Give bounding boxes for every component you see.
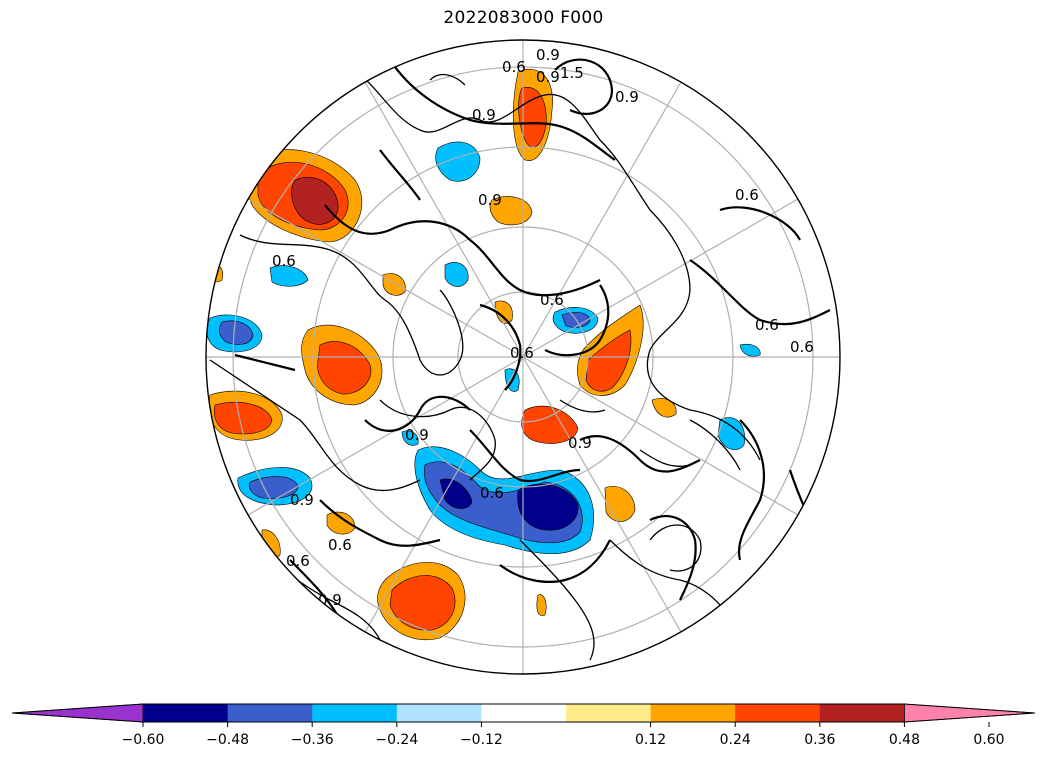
contour-label: 0.6 — [540, 291, 564, 309]
map-title: 2022083000 F000 — [443, 8, 604, 28]
contour-label: 0.6 — [328, 536, 352, 554]
colorbar: −0.60 −0.48 −0.36 −0.24 −0.12 0.12 0.24 0.36 0.4… — [11, 703, 1036, 748]
contour-label: 0.6 — [480, 484, 504, 502]
colorbar-tick-label: 0.24 — [720, 732, 751, 748]
colorbar-bin — [650, 704, 736, 722]
colorbar-bin — [396, 704, 482, 722]
contour-label: 0.9 — [405, 426, 429, 444]
colorbar-over-triangle — [904, 703, 1036, 723]
contour-label: 0.9 — [472, 106, 496, 124]
colorbar-bin — [143, 704, 229, 722]
colorbar-tick-label: −0.48 — [206, 732, 249, 748]
contour-label: 1.5 — [560, 64, 584, 82]
colorbar-under-triangle — [11, 703, 144, 723]
contour-label: 0.9 — [318, 591, 342, 609]
polar-stereographic-map: 0.9 0.6 0.9 1.5 0.9 0.9 0.6 0.9 0.6 0.6 … — [205, 39, 841, 675]
colorbar-bin — [481, 704, 567, 722]
graticule — [206, 40, 840, 674]
contour-label: 0.6 — [735, 186, 759, 204]
colorbar-bin — [566, 704, 652, 722]
colorbar-tick-label: −0.12 — [460, 732, 503, 748]
contour-label: 0.9 — [615, 88, 639, 106]
colorbar-tick-label: −0.36 — [291, 732, 334, 748]
contours — [234, 58, 831, 621]
colorbar-tick-label: 0.12 — [635, 732, 666, 748]
contour-label: 0.9 — [478, 191, 502, 209]
contour-label: 0.9 — [536, 46, 560, 64]
contour-label: 0.6 — [790, 338, 814, 356]
contour-label: 0.9 — [290, 491, 314, 509]
coastlines — [209, 73, 761, 661]
colorbar-tick-label: −0.60 — [122, 732, 165, 748]
contour-label: 0.9 — [536, 68, 560, 86]
colorbar-tick-label: 0.48 — [889, 732, 920, 748]
contour-label: 0.6 — [502, 58, 526, 76]
colorbar-bin — [227, 704, 313, 722]
contour-labels: 0.9 0.6 0.9 1.5 0.9 0.9 0.6 0.9 0.6 0.6 … — [272, 46, 814, 609]
map-boundary — [205, 39, 841, 675]
contour-label: 0.6 — [272, 252, 296, 270]
colorbar-bin — [735, 704, 821, 722]
contour-label: 0.6 — [286, 552, 310, 570]
contour-label: 0.9 — [568, 434, 592, 452]
colorbar-tick-label: 0.36 — [804, 732, 835, 748]
contour-label: 0.6 — [510, 344, 534, 362]
contour-label: 0.6 — [755, 316, 779, 334]
colorbar-tick-label: 0.60 — [973, 732, 1004, 748]
colorbar-bin — [819, 704, 905, 722]
colorbar-bin — [312, 704, 398, 722]
map-content: 0.9 0.6 0.9 1.5 0.9 0.9 0.6 0.9 0.6 0.6 … — [206, 40, 840, 674]
colorbar-tick-label: −0.24 — [375, 732, 418, 748]
